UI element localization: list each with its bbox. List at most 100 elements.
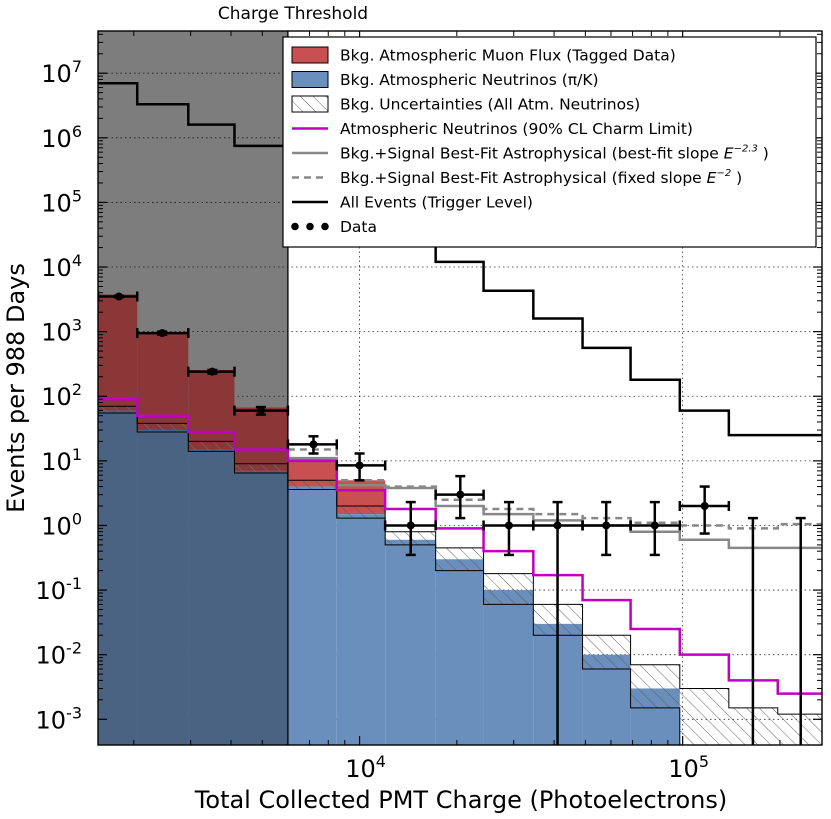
muon-bar (98, 294, 138, 411)
legend-swatch-neutrino (291, 71, 329, 88)
data-marker (406, 521, 415, 530)
legend-marker-data (291, 222, 299, 231)
data-marker (256, 406, 265, 415)
neutrino-bar (336, 514, 386, 745)
legend-entry-bestfit_slope23: Bkg.+Signal Best-Fit Astrophysical (best… (292, 144, 769, 163)
legend: Bkg. Atmospheric Muon Flux (Tagged Data)… (282, 36, 817, 248)
uncertainty-bar (98, 406, 138, 414)
data-marker (602, 521, 611, 530)
data-point (482, 500, 535, 557)
plot-area (98, 31, 822, 745)
uncertainty-bar (435, 547, 484, 571)
legend-swatch-uncertainty (291, 95, 329, 113)
y-axis-title: Events per 988 Days (2, 263, 30, 513)
legend-entry-muon: Bkg. Atmospheric Muon Flux (Tagged Data) (291, 46, 676, 65)
y-tick-label: 10-3 (36, 703, 83, 734)
data-point (383, 500, 437, 557)
data-point (286, 435, 339, 455)
neutrino-bar (483, 590, 534, 745)
plot-frame (97, 30, 823, 746)
data-point (678, 485, 731, 535)
legend-entry-neutrino: Bkg. Atmospheric Neutrinos (π/K) (291, 71, 599, 89)
uncertainty-bar (336, 506, 386, 519)
data-point (581, 500, 632, 557)
legend-label-bestfit_slope23: Bkg.+Signal Best-Fit Astrophysical (best… (340, 144, 769, 163)
data-marker (309, 440, 318, 449)
y-tick-label: 107 (41, 57, 82, 88)
neutrino-bar (435, 559, 484, 745)
muon-bar (234, 407, 288, 471)
data-point (135, 328, 190, 339)
neutrino-bar (582, 654, 631, 745)
data-marker (355, 461, 364, 470)
legend-entry-bestfit_fixed2: Bkg.+Signal Best-Fit Astrophysical (fixe… (292, 168, 742, 187)
data-point (98, 291, 139, 302)
uncertainty-bar (582, 635, 631, 670)
legend-label-bestfit_fixed2: Bkg.+Signal Best-Fit Astrophysical (fixe… (340, 168, 742, 187)
y-tick-label: 106 (41, 122, 82, 153)
all-events-line (98, 81, 822, 437)
threshold-overlay-shade (98, 31, 288, 745)
legend-label-uncertainty: Bkg. Uncertainties (All Atm. Neutrinos) (340, 96, 640, 114)
data-marker (700, 502, 709, 511)
data-marker (158, 329, 167, 338)
y-tick-label: 102 (41, 380, 82, 411)
legend-entry-charm: Atmospheric Neutrinos (90% CL Charm Limi… (292, 120, 693, 138)
data-point (795, 516, 806, 745)
x-tick-label: 104 (345, 752, 386, 783)
legend-label-data: Data (340, 218, 377, 236)
neutrino-bar (234, 470, 288, 745)
legend-swatch-muon (291, 46, 329, 64)
threshold-overlay (98, 31, 289, 745)
uncertainty-band (98, 405, 822, 745)
y-tick-label: 104 (41, 251, 82, 282)
legend-marker-data (306, 222, 314, 231)
legend-marker-data (321, 222, 329, 231)
x-axis-title: Total Collected PMT Charge (Photoelectro… (194, 786, 727, 814)
neutrino-bar (188, 449, 235, 745)
data-point (434, 474, 485, 520)
neutrino-bar (98, 410, 138, 745)
data-point (335, 452, 387, 482)
data-point (187, 366, 236, 377)
y-tick-label: 105 (41, 186, 82, 217)
y-tick-label: 10-1 (36, 574, 83, 605)
uncertainty-bar (137, 423, 189, 432)
y-tick-label: 100 (41, 509, 82, 540)
data-point (747, 516, 758, 745)
bestfit-fixed2-line (287, 448, 822, 530)
data-marker (114, 292, 123, 301)
legend-entry-data: Data (291, 218, 377, 236)
uncertainty-upper-edge (98, 405, 822, 715)
data-marker (456, 490, 465, 499)
legend-label-muon: Bkg. Atmospheric Muon Flux (Tagged Data) (340, 47, 676, 65)
data-marker (553, 521, 562, 530)
data-point (233, 405, 290, 416)
data-marker (208, 367, 217, 376)
legend-box (282, 36, 817, 248)
data-marker (650, 521, 659, 530)
data-marker (504, 521, 513, 530)
charm-limit-line (98, 397, 822, 695)
muon-bar (137, 332, 189, 431)
y-tick-label: 101 (41, 445, 82, 476)
uncertainty-bar (234, 463, 288, 473)
neutrino-bar (385, 539, 436, 745)
uncertainty-bar (287, 480, 337, 490)
legend-entry-uncertainty: Bkg. Uncertainties (All Atm. Neutrinos) (291, 95, 640, 114)
model-lines (98, 81, 822, 695)
y-tick-label: 103 (41, 316, 82, 347)
muon-bar (188, 369, 235, 450)
legend-entry-all_events: All Events (Trigger Level) (292, 194, 533, 212)
legend-label-charm: Atmospheric Neutrinos (90% CL Charm Limi… (340, 120, 693, 138)
threshold-label: Charge Threshold (218, 4, 368, 24)
y-tick-label: 10-2 (36, 639, 83, 670)
axis-ticks: 10-3 10-2 10-1 100 101 102 103 104 105 106 107 104 1… (36, 31, 822, 783)
data-point (629, 500, 682, 557)
neutrino-bar (137, 430, 189, 745)
legend-label-neutrino: Bkg. Atmospheric Neutrinos (π/K) (340, 71, 599, 89)
x-tick-label: 105 (668, 752, 709, 783)
neutrino-bar (287, 486, 337, 745)
uncertainty-bar (630, 664, 680, 708)
